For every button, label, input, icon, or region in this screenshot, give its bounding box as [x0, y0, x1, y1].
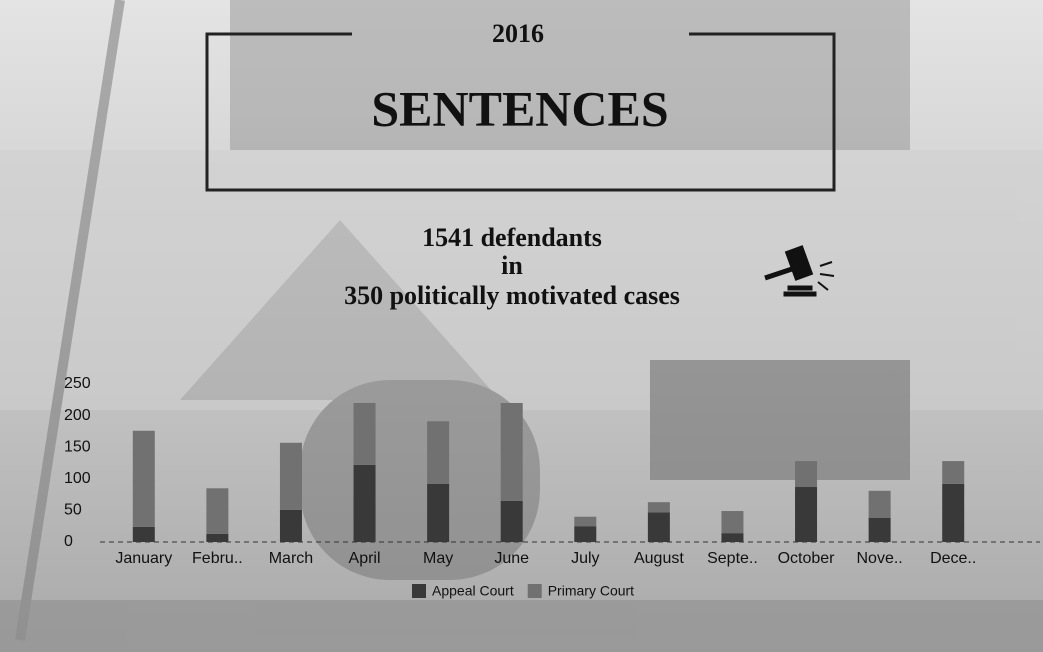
title-frame	[205, 32, 836, 192]
bar-segment	[132, 526, 155, 542]
subtitle: in	[501, 251, 523, 280]
y-tick-label: 150	[64, 438, 91, 455]
gavel-icon	[764, 245, 835, 297]
x-tick-label: January	[115, 550, 172, 567]
bar-segment	[942, 483, 965, 542]
legend-label: Appeal Court	[432, 583, 514, 599]
bar-segment	[500, 500, 523, 542]
bar-segment	[647, 512, 670, 542]
bar-segment	[206, 533, 229, 542]
x-tick-label: October	[778, 550, 836, 567]
y-tick-label: 50	[64, 502, 82, 519]
x-tick-label: June	[494, 550, 529, 567]
x-tick-label: Febru..	[192, 550, 243, 567]
bar-segment	[427, 483, 450, 542]
bar-segment	[868, 517, 891, 542]
bar-segment	[353, 402, 376, 465]
y-tick-label: 100	[64, 470, 91, 487]
year: 2016	[492, 19, 544, 48]
bar-segment	[353, 464, 376, 542]
bar-segment	[500, 402, 523, 501]
x-tick-label: Dece..	[930, 550, 976, 567]
bar-segment	[795, 461, 818, 488]
bar-segment	[647, 502, 670, 513]
chart-title: SENTENCES	[371, 80, 668, 136]
bar-segment	[279, 509, 302, 542]
bar-segment	[427, 421, 450, 484]
bar-segment	[721, 511, 744, 534]
bar-segment	[942, 461, 965, 484]
bar-segment	[868, 490, 891, 518]
x-tick-label: Nove..	[857, 550, 903, 567]
bar-segment	[206, 488, 229, 534]
bar-segment	[574, 516, 597, 527]
x-tick-label: Septe..	[707, 550, 758, 567]
bar-segment	[574, 526, 597, 542]
bar-segment	[279, 442, 302, 510]
legend-swatch	[412, 584, 426, 598]
x-tick-label: August	[634, 550, 684, 567]
legend-swatch	[527, 584, 542, 598]
x-tick-label: July	[571, 550, 599, 567]
y-tick-label: 0	[64, 533, 73, 550]
y-tick-label: 200	[64, 407, 91, 424]
legend-label: Primary Court	[548, 583, 634, 599]
bar-segment	[132, 430, 155, 527]
x-tick-label: April	[349, 550, 381, 567]
bar-segment	[721, 533, 744, 542]
x-tick-label: March	[269, 550, 313, 567]
subtitle: 350 politically motivated cases	[344, 281, 680, 310]
y-tick-label: 250	[64, 375, 91, 392]
x-tick-label: May	[423, 550, 453, 567]
subtitle: 1541 defendants	[422, 223, 602, 252]
bar-segment	[795, 487, 818, 542]
